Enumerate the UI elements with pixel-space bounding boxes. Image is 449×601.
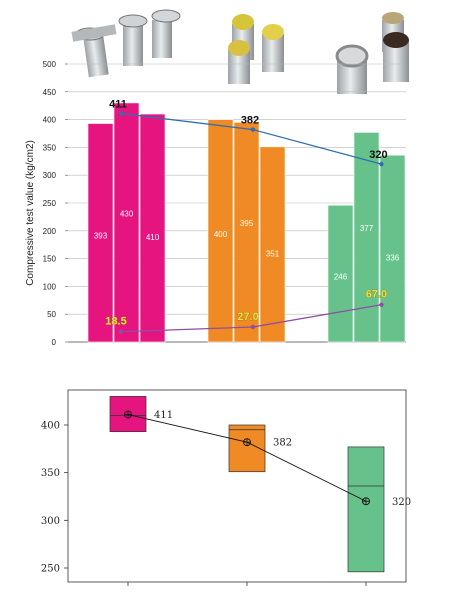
low-value-label: 27.0 — [237, 311, 258, 323]
mean-point — [118, 111, 124, 116]
bar-value-label: 336 — [386, 254, 400, 263]
mean-value-label: 320 — [392, 497, 411, 508]
low-value-label: 67.0 — [366, 289, 387, 301]
bar-value-label: 400 — [214, 230, 228, 239]
bar — [207, 119, 234, 343]
low-value-label: 18.5 — [105, 316, 126, 328]
y-tick-label: 350 — [43, 143, 57, 152]
mean-point — [250, 127, 256, 132]
bar — [233, 122, 260, 343]
plot-frame — [67, 389, 407, 583]
steel-can-specimens-photo — [71, 9, 181, 78]
bar — [327, 204, 354, 343]
yellow-capped-specimens-photo — [228, 14, 284, 84]
y-tick-label: 450 — [43, 88, 57, 97]
mean-value-label: 320 — [369, 149, 387, 161]
box-plot-chart: 250 300 350 400 411 382 320 — [41, 389, 411, 586]
bar-value-label: 351 — [266, 249, 280, 258]
mean-point — [379, 161, 384, 167]
y-tick-label: 50 — [47, 310, 56, 319]
y-tick-label: 250 — [41, 564, 60, 575]
mean-value-label: 411 — [154, 410, 173, 421]
bar — [87, 123, 114, 343]
y-tick-label: 250 — [43, 199, 57, 208]
bar-value-label: 430 — [120, 209, 134, 218]
compressive-bar-chart: 0 50 100 150 200 250 300 350 400 450 500 Compressiv… — [25, 60, 406, 347]
bar-value-label: 393 — [94, 232, 108, 241]
y-tick-label: 300 — [41, 516, 60, 527]
bar — [379, 154, 406, 343]
mean-value-label: 411 — [109, 98, 127, 110]
low-point — [250, 324, 256, 330]
y-tick-label: 500 — [43, 60, 57, 69]
y-tick-label: 0 — [52, 338, 57, 347]
bar — [259, 146, 286, 343]
bar-value-label: 410 — [146, 233, 160, 242]
y-tick-label: 300 — [43, 171, 57, 180]
y-axis-label: Compressive test value (kg/cm2) — [25, 140, 36, 286]
bar — [139, 113, 166, 343]
y-tick-label: 100 — [43, 282, 57, 291]
bar-value-label: 246 — [334, 273, 348, 282]
bar — [113, 102, 140, 343]
y-tick-label: 200 — [43, 227, 57, 236]
mean-value-label: 382 — [241, 115, 259, 127]
box — [347, 446, 385, 573]
y-tick-label: 400 — [41, 421, 60, 432]
dark-capped-specimens-photo — [335, 12, 409, 94]
low-point — [118, 329, 124, 334]
bar — [353, 132, 380, 343]
y-tick-label: 350 — [41, 468, 60, 479]
bar-value-label: 395 — [240, 219, 254, 228]
y-tick-label: 150 — [43, 255, 57, 264]
mean-value-label: 382 — [273, 438, 292, 449]
y-tick-label: 400 — [43, 116, 57, 125]
low-point — [379, 302, 384, 307]
bar-value-label: 377 — [360, 224, 374, 233]
